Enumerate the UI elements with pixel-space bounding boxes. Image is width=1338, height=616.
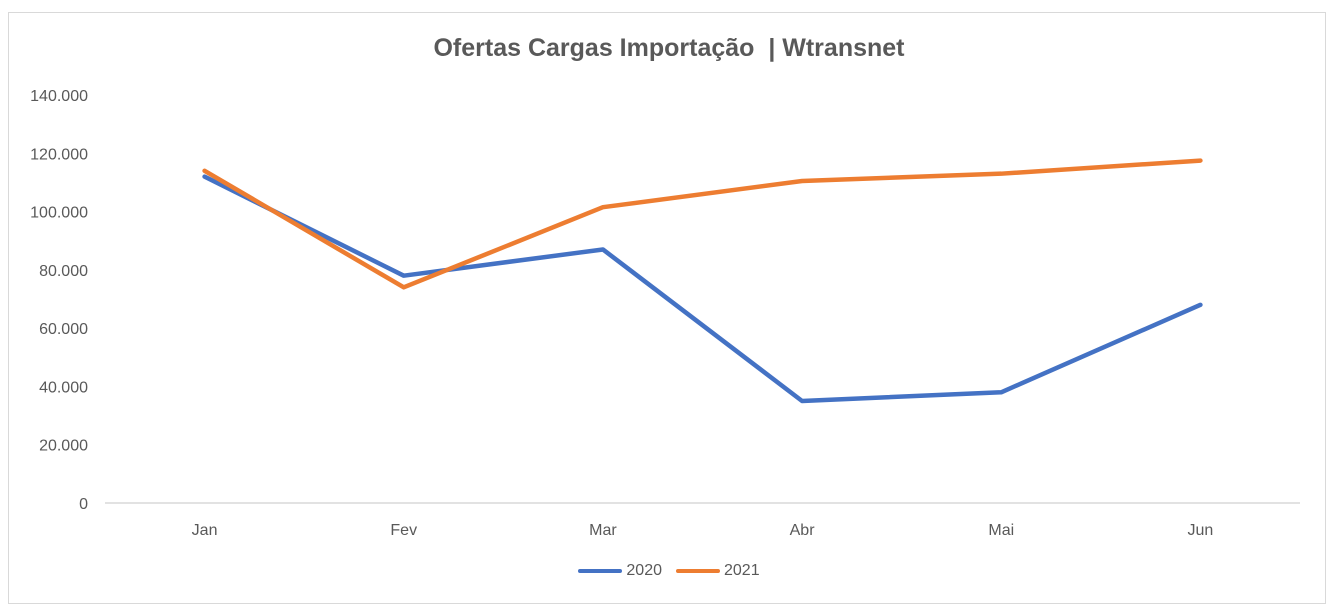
y-tick-label: 120.000: [30, 146, 88, 163]
x-tick-label: Jun: [1188, 522, 1214, 539]
x-tick-label: Mai: [988, 522, 1014, 539]
y-axis: 0 20.000 40.000 60.000 80.000 100.000 120.000 1…: [30, 88, 1300, 513]
x-tick-label: Jan: [192, 522, 218, 539]
x-tick-label: Mar: [589, 522, 617, 539]
x-tick-label: Abr: [790, 522, 816, 539]
chart-frame: [8, 12, 1326, 604]
y-tick-label: 0: [79, 496, 88, 513]
plot-area: [202, 158, 1203, 404]
legend-label-2020: 2020: [626, 562, 662, 579]
legend-swatch-2021: [676, 569, 720, 573]
series-line-2020: [202, 174, 1203, 404]
series-line-2021: [202, 158, 1203, 290]
y-tick-label: 140.000: [30, 88, 88, 105]
y-tick-label: 60.000: [39, 321, 88, 338]
legend-swatch-2020: [578, 569, 623, 573]
y-tick-label: 20.000: [39, 438, 88, 455]
legend: 2020 2021: [0, 562, 1338, 580]
y-tick-label: 80.000: [39, 263, 88, 280]
legend-item-2020: 2020: [578, 562, 662, 580]
y-tick-label: 40.000: [39, 379, 88, 396]
x-tick-label: Fev: [390, 522, 417, 539]
y-tick-label: 100.000: [30, 205, 88, 222]
chart-title: Ofertas Cargas Importação | Wtransnet: [433, 34, 905, 62]
legend-label-2021: 2021: [724, 562, 760, 579]
x-axis: Jan Fev Mar Abr Mai Jun: [192, 522, 1214, 539]
legend-item-2021: 2021: [676, 562, 760, 580]
